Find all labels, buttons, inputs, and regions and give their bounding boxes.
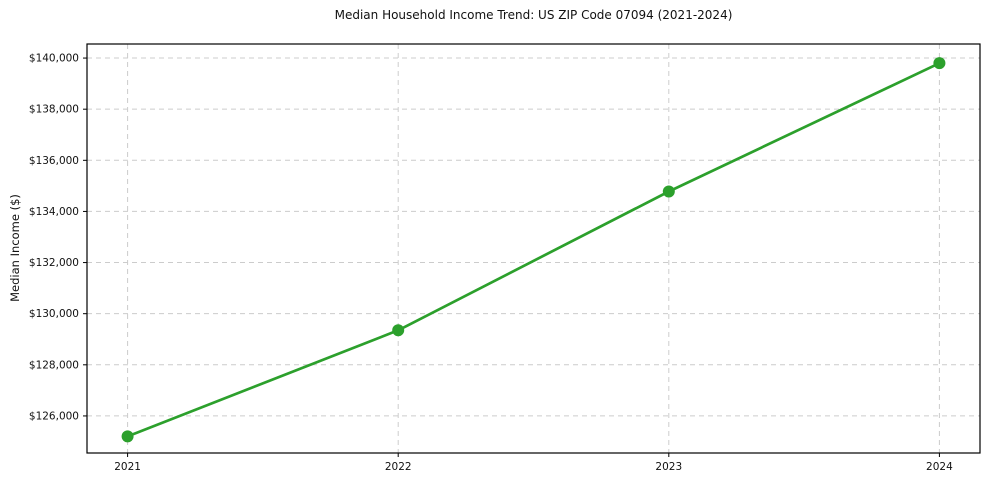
income-line <box>126 61 941 438</box>
plot-frame <box>86 43 981 454</box>
x-tick-label: 2024 <box>926 461 953 473</box>
data-point-2023 <box>662 185 675 198</box>
x-tick-label: 2023 <box>655 461 682 473</box>
y-tick-label: $136,000 <box>29 155 79 167</box>
chart-title: Median Household Income Trend: US ZIP Co… <box>334 8 733 22</box>
data-point-2022 <box>392 324 405 337</box>
y-tick-label: $132,000 <box>29 257 79 269</box>
y-tick-label: $126,000 <box>29 410 79 422</box>
data-point-2024 <box>933 57 946 70</box>
data-point-2021 <box>121 430 134 443</box>
y-tick-label: $130,000 <box>29 308 79 320</box>
y-tick-label: $134,000 <box>29 206 79 218</box>
x-tick-label: 2022 <box>385 461 412 473</box>
y-tick-label: $138,000 <box>29 104 79 116</box>
y-tick-label: $128,000 <box>29 359 79 371</box>
x-tick-label: 2021 <box>114 461 141 473</box>
y-tick-label: $140,000 <box>29 53 79 65</box>
